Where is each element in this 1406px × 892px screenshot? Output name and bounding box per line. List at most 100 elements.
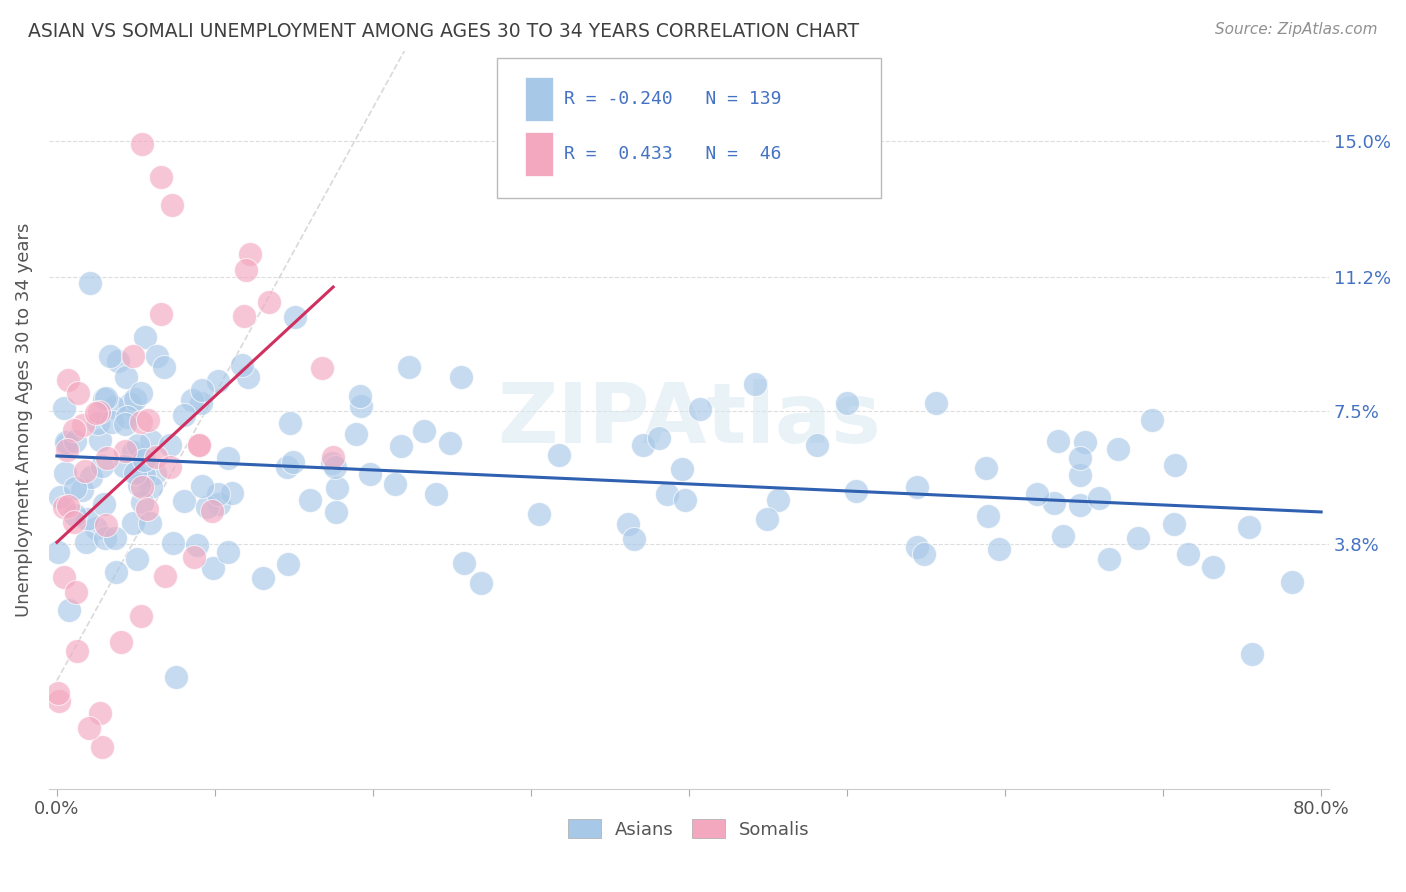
- Point: [122, 516, 145, 530]
- Point: [104, 531, 127, 545]
- Point: [56, 373, 79, 387]
- Point: [278, 417, 301, 431]
- Point: [439, 436, 461, 450]
- Point: [453, 556, 475, 570]
- Point: [98, 349, 121, 363]
- Point: [190, 479, 212, 493]
- Point: [124, 466, 146, 480]
- Point: [65, 585, 87, 599]
- Legend: Asians, Somalis: Asians, Somalis: [561, 812, 817, 846]
- Point: [76, 512, 98, 526]
- Point: [49, 490, 72, 504]
- Point: [207, 487, 229, 501]
- FancyBboxPatch shape: [526, 132, 554, 176]
- Text: R = -0.240   N = 139: R = -0.240 N = 139: [564, 89, 782, 108]
- Point: [65, 434, 87, 448]
- Point: [91, 740, 114, 755]
- Point: [987, 541, 1010, 556]
- Point: [1069, 450, 1091, 465]
- Point: [101, 415, 124, 429]
- Point: [359, 467, 381, 481]
- Point: [129, 609, 152, 624]
- Point: [55, 435, 77, 450]
- Point: [143, 466, 166, 480]
- Point: [70, 483, 93, 497]
- Point: [1088, 491, 1111, 505]
- Point: [63, 515, 86, 529]
- Point: [756, 512, 779, 526]
- Point: [66, 644, 89, 658]
- Point: [77, 721, 100, 735]
- Point: [134, 452, 156, 467]
- Point: [744, 377, 766, 392]
- Point: [845, 483, 868, 498]
- Point: [153, 359, 176, 374]
- Point: [93, 531, 115, 545]
- Point: [127, 438, 149, 452]
- Point: [616, 517, 638, 532]
- Point: [86, 416, 108, 430]
- Point: [1164, 458, 1187, 472]
- Point: [1107, 442, 1129, 456]
- Point: [1073, 435, 1095, 450]
- Point: [63, 423, 86, 437]
- Point: [55, 466, 77, 480]
- Point: [122, 445, 145, 459]
- Point: [87, 404, 110, 418]
- Point: [134, 330, 156, 344]
- Point: [93, 392, 115, 407]
- Point: [134, 467, 156, 482]
- Point: [1069, 467, 1091, 482]
- Point: [112, 459, 135, 474]
- Point: [325, 504, 347, 518]
- Point: [1098, 551, 1121, 566]
- Point: [63, 508, 86, 522]
- Point: [56, 499, 79, 513]
- Point: [350, 399, 373, 413]
- Point: [159, 438, 181, 452]
- Point: [63, 482, 86, 496]
- Point: [311, 360, 333, 375]
- Point: [131, 495, 153, 509]
- Point: [84, 406, 107, 420]
- Point: [217, 450, 239, 465]
- Point: [655, 487, 678, 501]
- Point: [977, 509, 1000, 524]
- Point: [114, 417, 136, 432]
- Point: [1069, 498, 1091, 512]
- Point: [107, 353, 129, 368]
- Point: [150, 169, 173, 184]
- Point: [66, 386, 89, 401]
- Point: [72, 417, 94, 432]
- Point: [115, 369, 138, 384]
- Point: [188, 438, 211, 452]
- Point: [1052, 529, 1074, 543]
- Point: [470, 575, 492, 590]
- Point: [73, 464, 96, 478]
- Point: [173, 408, 195, 422]
- Point: [1163, 517, 1185, 532]
- Point: [208, 497, 231, 511]
- Point: [398, 360, 420, 375]
- Point: [56, 442, 79, 457]
- Point: [58, 602, 80, 616]
- Point: [1140, 413, 1163, 427]
- Point: [93, 497, 115, 511]
- Point: [56, 436, 79, 450]
- Point: [186, 538, 208, 552]
- Point: [671, 461, 693, 475]
- Point: [103, 400, 125, 414]
- Y-axis label: Unemployment Among Ages 30 to 34 years: Unemployment Among Ages 30 to 34 years: [15, 222, 32, 616]
- Point: [135, 502, 157, 516]
- Point: [145, 450, 167, 465]
- Point: [925, 396, 948, 410]
- Point: [384, 477, 406, 491]
- Point: [450, 370, 472, 384]
- Point: [80, 470, 103, 484]
- Point: [89, 706, 111, 721]
- Point: [326, 481, 349, 495]
- Text: ZIPAtlas: ZIPAtlas: [498, 379, 882, 460]
- Point: [94, 518, 117, 533]
- Point: [114, 444, 136, 458]
- Point: [129, 385, 152, 400]
